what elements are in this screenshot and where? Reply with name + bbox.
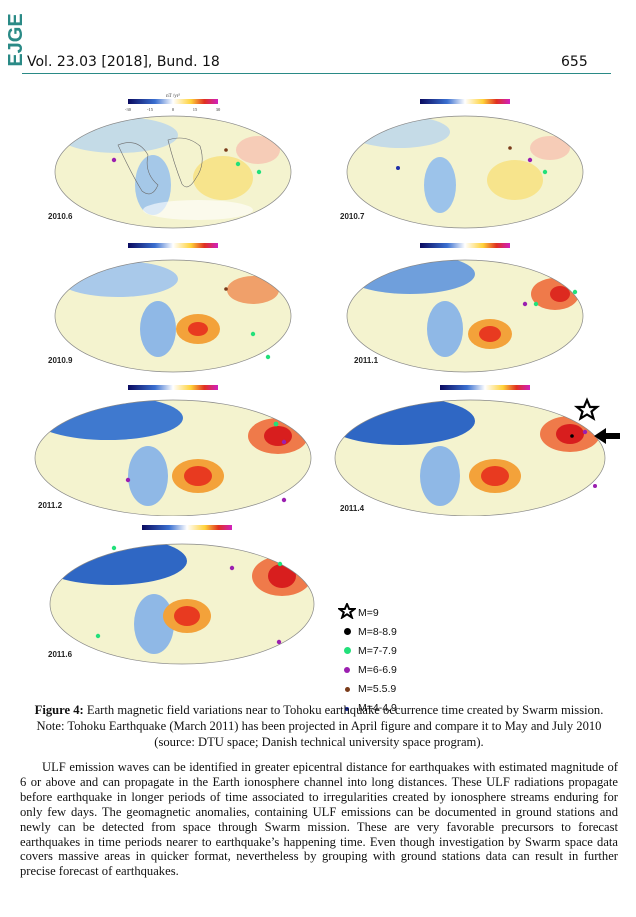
legend-item: M=5.5.9 (336, 680, 396, 697)
caption-lead: Figure 4: (34, 703, 84, 717)
brown-dot-icon (344, 686, 350, 692)
panel-label: 2010.7 (340, 212, 365, 221)
svg-text:-30: -30 (125, 107, 132, 112)
star-icon (336, 601, 358, 622)
blue-dot-icon (345, 706, 349, 711)
map-2011-2 (34, 385, 312, 516)
panel-label: 2011.6 (48, 650, 73, 659)
map-panel-5: 2011.2 (28, 376, 318, 516)
map-2010-6: nT /yr² -30 -15 0 15 30 (54, 93, 292, 229)
header-rule (22, 73, 611, 74)
legend-item: M=8-8.9 (336, 623, 397, 640)
legend-item: M=6-6.9 (336, 661, 397, 678)
legend-item: M=9 (336, 601, 379, 622)
map-panel-6: 2011.4 (330, 376, 620, 516)
black-dot-icon (343, 627, 351, 635)
page-header: EJGE Vol. 23.03 [2018], Bund. 18 655 (0, 0, 636, 78)
map-2011-1 (346, 243, 584, 373)
map-panel-2: 2010.7 (340, 90, 590, 230)
svg-text:30: 30 (216, 107, 221, 112)
panel-label: 2011.1 (354, 356, 379, 365)
svg-text:-15: -15 (147, 107, 154, 112)
body-paragraph: ULF emission waves can be identified in … (20, 760, 618, 879)
map-2011-6 (49, 525, 315, 665)
panel-label: 2011.4 (340, 504, 365, 513)
svg-text:0: 0 (172, 107, 175, 112)
colorbar: nT /yr² -30 -15 0 15 30 (125, 93, 221, 112)
map-panel-4: 2011.1 (340, 234, 590, 374)
page-number: 655 (561, 54, 588, 70)
magnitude-legend: M=9 M=8-8.9 M=7-7.9 M=6-6.9 M=5.5.9 M=4-… (336, 601, 476, 729)
map-panel-1: nT /yr² -30 -15 0 15 30 (48, 90, 298, 230)
map-panel-7: 2011.6 (42, 516, 322, 666)
volume-info: Vol. 23.03 [2018], Bund. 18 (27, 54, 220, 70)
figure-caption: Figure 4: Earth magnetic field variation… (20, 702, 618, 750)
panel-label: 2010.9 (48, 356, 73, 365)
svg-text:nT /yr²: nT /yr² (166, 93, 180, 99)
ejge-logo: EJGE (5, 13, 26, 66)
panel-label: 2010.6 (48, 212, 73, 221)
caption-text: Earth magnetic field variations near to … (36, 703, 604, 749)
green-dot-icon (343, 646, 351, 654)
panel-label: 2011.2 (38, 501, 63, 510)
map-2010-9 (54, 243, 292, 373)
legend-item: M=4-4.9 (336, 699, 397, 716)
map-2011-4 (334, 385, 620, 516)
svg-text:EJGE: EJGE (5, 13, 26, 66)
map-panel-3: 2010.9 (48, 234, 298, 374)
figure-4: nT /yr² -30 -15 0 15 30 (0, 84, 636, 714)
purple-dot-icon (344, 666, 350, 673)
legend-item: M=7-7.9 (336, 642, 397, 659)
map-2010-7 (346, 99, 584, 229)
svg-text:15: 15 (193, 107, 198, 112)
